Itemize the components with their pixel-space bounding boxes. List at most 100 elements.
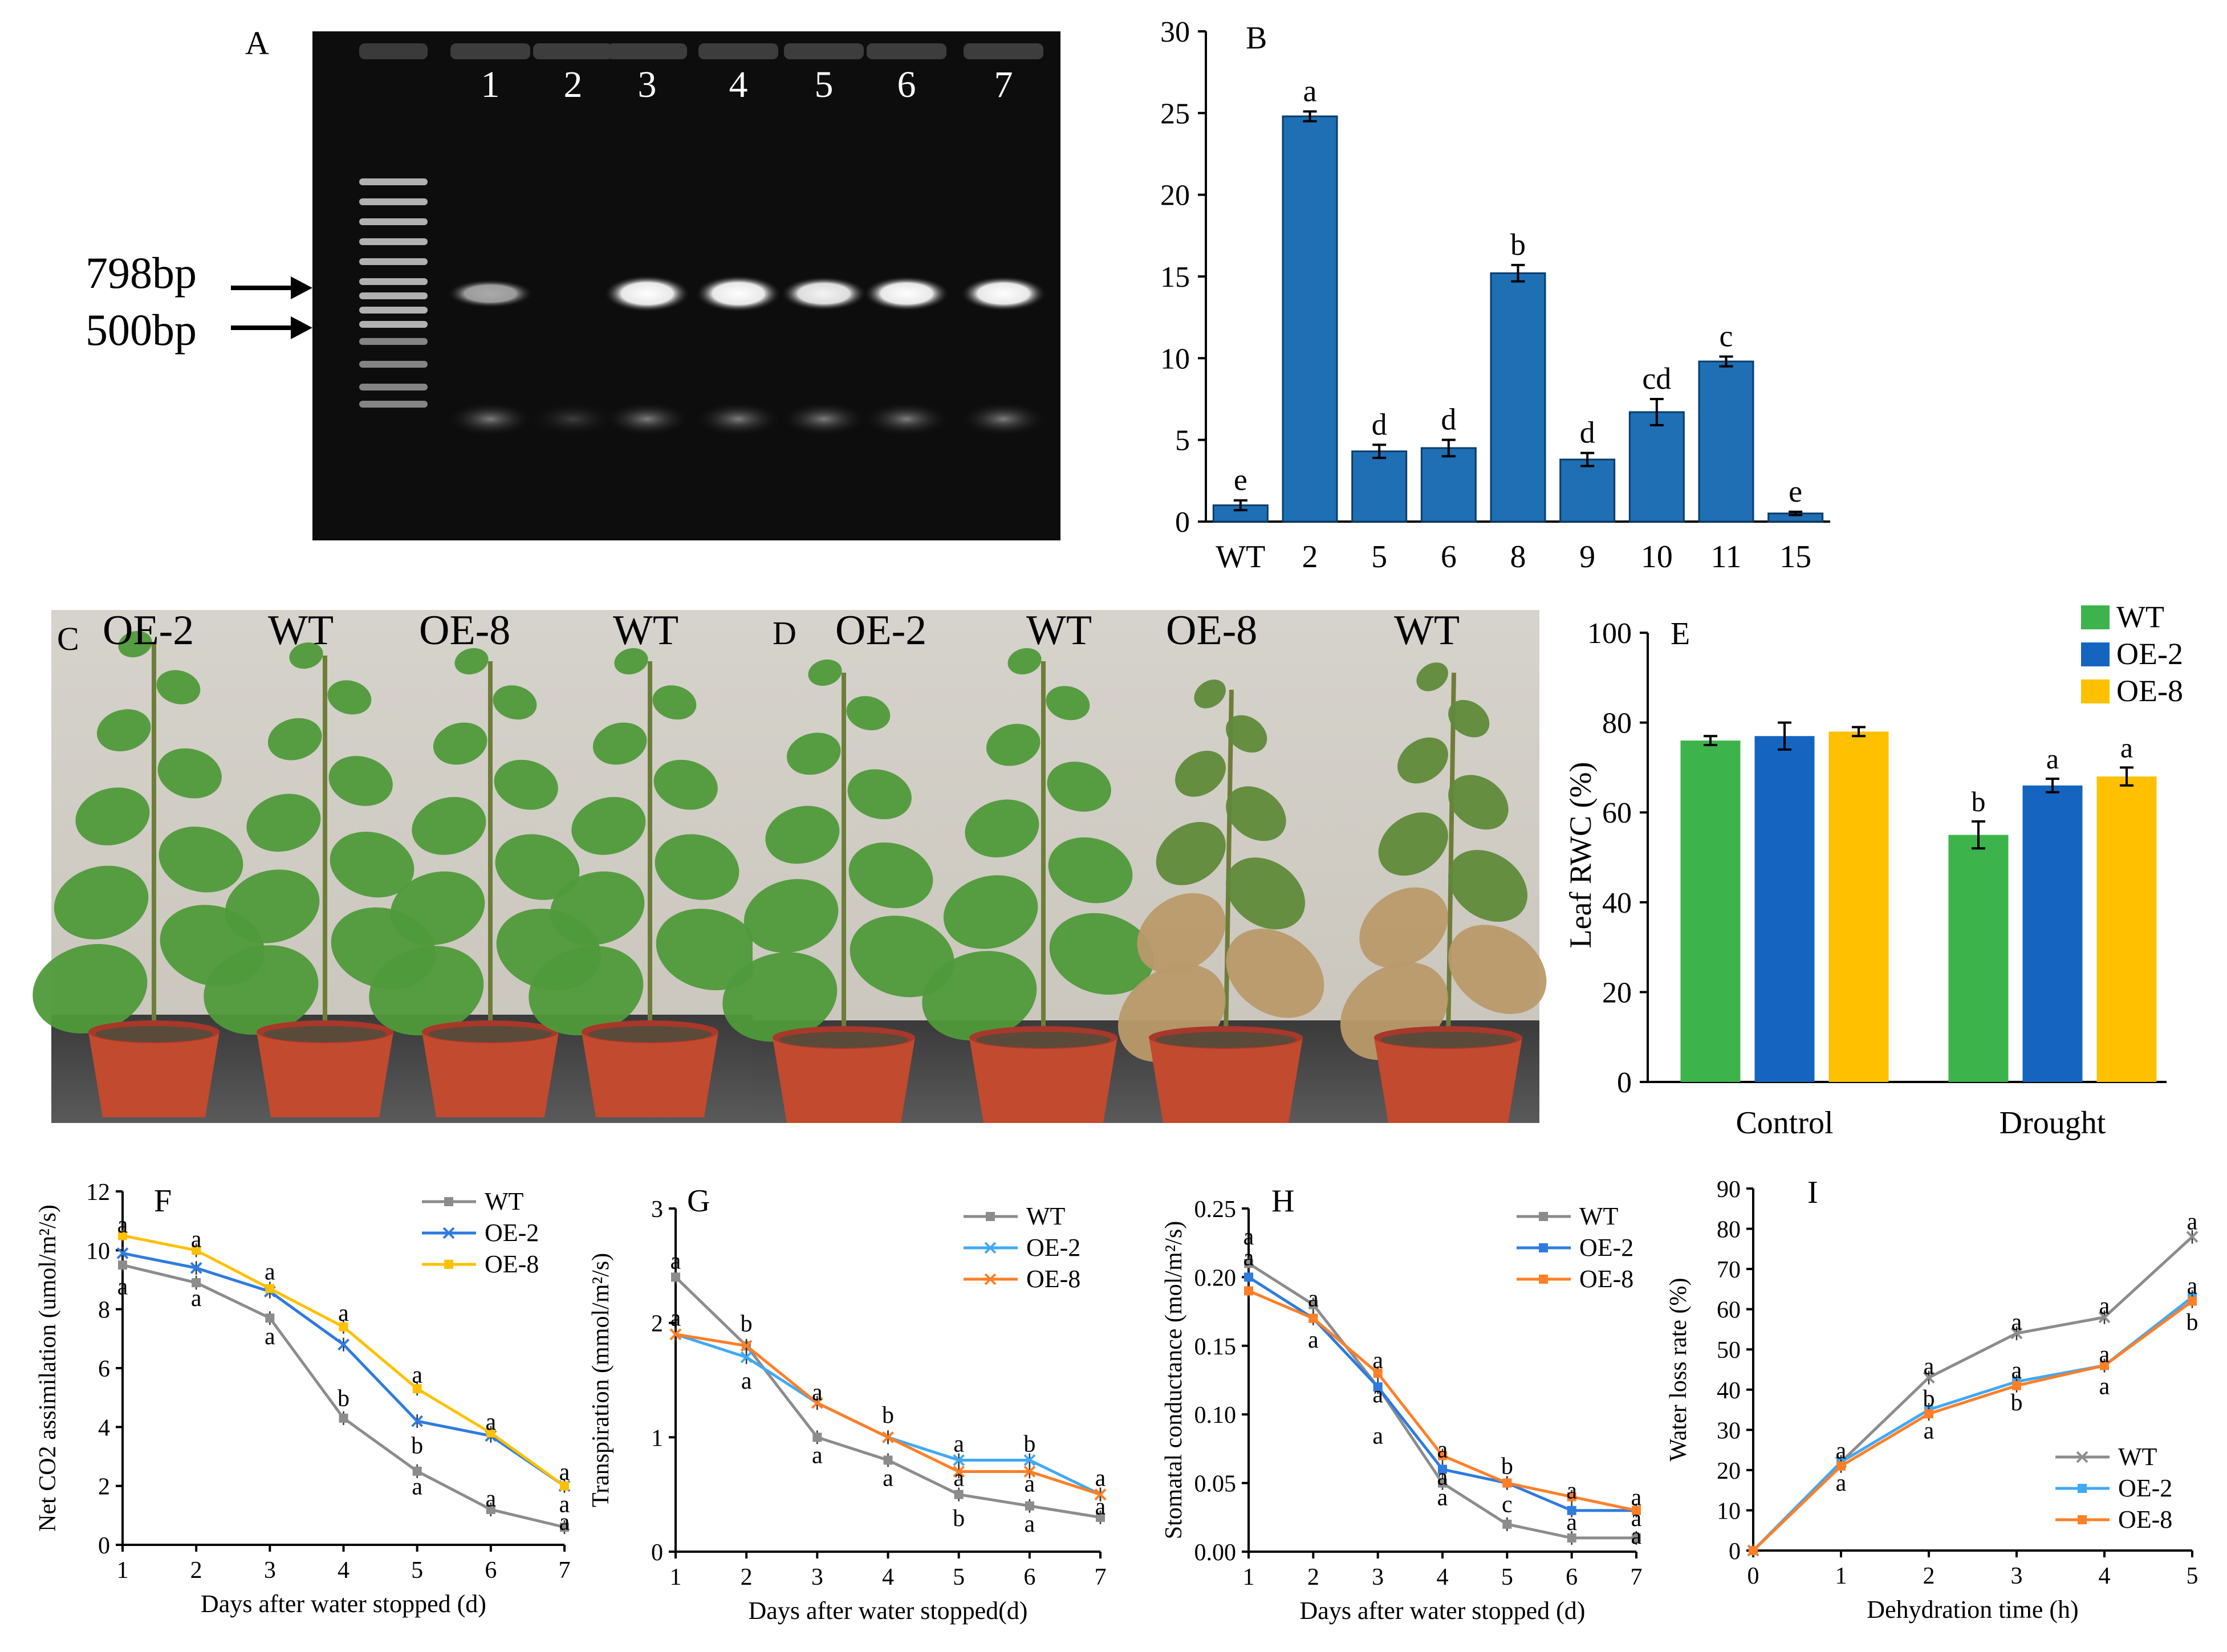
- plant-leaf: [1175, 751, 1226, 797]
- data-point: [953, 1454, 965, 1466]
- legend-label-e: WT: [2116, 600, 2164, 634]
- primer-dimer-band: [961, 402, 1046, 436]
- data-point: [811, 1397, 823, 1409]
- significance-letter: a: [2187, 1273, 2198, 1299]
- y-tick-label-e: 80: [1602, 707, 1632, 740]
- x-tick-label-b: 6: [1441, 539, 1457, 575]
- x-tick-label: 6: [485, 1557, 497, 1584]
- ladder-band: [359, 258, 428, 265]
- data-point: [1567, 1533, 1576, 1543]
- photo-c-label-wt2: WT: [613, 607, 678, 654]
- data-point: [883, 1455, 893, 1465]
- ladder-band: [359, 198, 428, 205]
- panel-a: A 1 2 3 4 5 6 7 798bp 500bp: [86, 25, 1060, 540]
- data-point: [1244, 1272, 1253, 1282]
- y-tick-label: 0: [651, 1540, 663, 1566]
- significance-letter: a: [1025, 1511, 1035, 1537]
- y-tick-label: 0.15: [1194, 1334, 1237, 1360]
- significance-letter: a: [486, 1486, 497, 1512]
- x-tick-label-e: Drought: [2000, 1105, 2106, 1141]
- data-point: [1438, 1478, 1447, 1488]
- y-tick-label-e: 60: [1602, 797, 1632, 829]
- plant-leaf: [986, 723, 1041, 766]
- photo-d-label-wt: WT: [1026, 607, 1092, 654]
- plant-leaf: [494, 759, 558, 810]
- data-point: [2186, 1231, 2198, 1243]
- plant-leaf: [722, 952, 838, 1042]
- data-point: [954, 1490, 964, 1499]
- legend-label: WT: [1026, 1202, 1066, 1230]
- significance-letter-b: a: [1303, 74, 1317, 108]
- y-tick-label-e: 100: [1587, 617, 1632, 650]
- gel-lane-label: 2: [564, 64, 583, 105]
- significance-letter-b: d: [1580, 416, 1595, 450]
- photo-d: [722, 610, 1547, 1123]
- significance-letter: b: [1501, 1453, 1513, 1479]
- panel-h: H 0.00 0.05 0.10 0.15 0.20 0.25 1 2 3 4 5 6 7 Days af…: [1161, 1183, 1643, 1625]
- y-tick-label-e: 20: [1602, 976, 1632, 1009]
- legend-marker: [1539, 1243, 1548, 1252]
- gel-well: [698, 43, 778, 59]
- plant-leaf: [1049, 913, 1154, 995]
- significance-letter: b: [1923, 1386, 1935, 1412]
- panel-letter-d: D: [773, 615, 796, 652]
- significance-letter: a: [2099, 1374, 2110, 1400]
- panel-letter-e: E: [1671, 616, 1690, 652]
- significance-letter: a: [265, 1324, 275, 1350]
- flower-pot: [773, 1037, 915, 1123]
- legend-marker: [444, 1260, 453, 1269]
- significance-letter-e: b: [1972, 786, 1986, 817]
- x-tick-label-b: WT: [1216, 539, 1265, 575]
- plant-leaf: [808, 659, 842, 686]
- legend-marker: [984, 1273, 997, 1285]
- plant-leaf: [328, 756, 393, 806]
- plant-leaf: [786, 733, 841, 775]
- legend-label: OE-8: [1026, 1265, 1080, 1293]
- flower-pot: [422, 1032, 559, 1117]
- significance-letter: a: [1566, 1478, 1577, 1504]
- significance-letter: c: [1502, 1492, 1513, 1518]
- ladder-band: [359, 292, 428, 299]
- significance-letter: b: [2187, 1309, 2198, 1336]
- data-point: [812, 1433, 822, 1442]
- significance-letter-e: a: [2120, 731, 2133, 763]
- bar-e: [1754, 736, 1815, 1082]
- data-point: [486, 1505, 495, 1514]
- plant-leaf: [529, 946, 644, 1036]
- pot-soil: [976, 1032, 1111, 1048]
- significance-letter: b: [2011, 1390, 2023, 1416]
- significance-letter-e: a: [2046, 743, 2059, 775]
- plant-leaf: [922, 951, 1037, 1041]
- significance-letter: b: [741, 1311, 753, 1337]
- y-tick-label: 0: [98, 1533, 110, 1559]
- gel-lane-label: 7: [994, 64, 1013, 105]
- data-point: [1438, 1451, 1447, 1460]
- significance-letter: a: [741, 1368, 752, 1394]
- flower-pot: [88, 1032, 220, 1117]
- significance-letter: a: [1243, 1224, 1254, 1250]
- significance-letter-b: c: [1720, 319, 1733, 353]
- y-tick-label: 2: [651, 1311, 663, 1337]
- data-point: [671, 1272, 680, 1282]
- gel-well: [533, 43, 613, 59]
- plant-leaf: [1378, 812, 1448, 876]
- y-tick-label-b: 30: [1160, 16, 1190, 48]
- plant-leaf: [1416, 662, 1448, 691]
- significance-letter: a: [883, 1466, 893, 1492]
- y-tick-label: 90: [1717, 1177, 1741, 1203]
- plant-leaf: [656, 909, 761, 991]
- plant-leaf: [655, 834, 739, 900]
- bar-e: [2096, 776, 2157, 1082]
- significance-letter: a: [1631, 1523, 1642, 1549]
- plant-leaf: [1194, 679, 1226, 709]
- flower-pot: [1374, 1037, 1522, 1123]
- significance-letter: a: [1308, 1286, 1319, 1312]
- plant-leaf: [653, 759, 718, 810]
- pot-soil: [1381, 1032, 1515, 1048]
- data-point: [1373, 1382, 1383, 1392]
- legend-swatch-e: [2081, 642, 2110, 666]
- plant-leaf: [454, 648, 489, 675]
- data-point: [116, 1247, 129, 1259]
- gel-image: [312, 31, 1060, 540]
